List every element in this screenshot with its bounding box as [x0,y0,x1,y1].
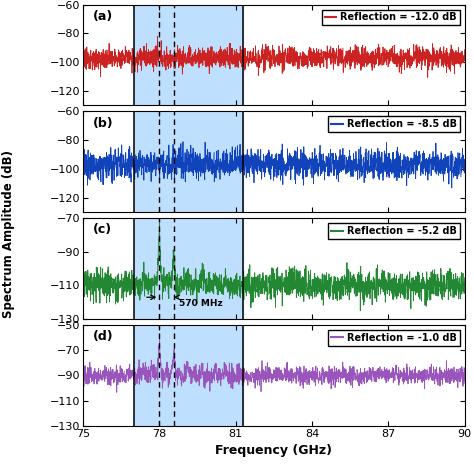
Text: (c): (c) [92,223,111,236]
Bar [134,111,243,212]
X-axis label: Frequency (GHz): Frequency (GHz) [215,444,332,457]
Legend: Reflection = -1.0 dB: Reflection = -1.0 dB [328,330,460,346]
Text: Spectrum Amplitude (dB): Spectrum Amplitude (dB) [2,150,15,318]
Text: (a): (a) [92,10,113,23]
Legend: Reflection = -8.5 dB: Reflection = -8.5 dB [328,117,460,132]
Legend: Reflection = -5.2 dB: Reflection = -5.2 dB [328,223,460,239]
Bar [134,325,243,426]
Bar [134,5,243,105]
Bar [134,218,243,319]
Legend: Reflection = -12.0 dB: Reflection = -12.0 dB [322,9,460,25]
Text: 570 MHz: 570 MHz [179,299,222,308]
Text: (b): (b) [92,117,113,130]
Text: (d): (d) [92,330,113,343]
